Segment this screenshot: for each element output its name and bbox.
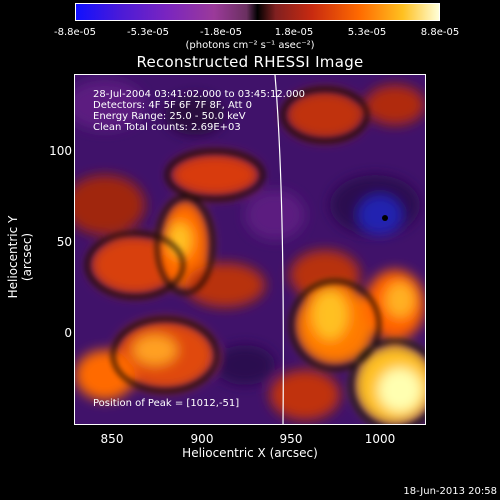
y-tick-label: 0 — [64, 326, 72, 340]
colorbar-tick: -5.3e-05 — [127, 27, 169, 38]
colorbar-tick: -8.8e-05 — [54, 27, 96, 38]
x-tick-label: 950 — [279, 432, 303, 446]
y-tick-label: 100 — [49, 144, 72, 158]
y-tick-label: 50 — [56, 235, 72, 249]
clean-counts-label: Clean Total counts: 2.69E+03 — [93, 122, 241, 133]
time-range-label: 28-Jul-2004 03:41:02.000 to 03:45:12.000 — [93, 89, 305, 100]
image-heatmap — [75, 75, 425, 424]
colorbar-tick: -1.8e-05 — [200, 27, 242, 38]
rhessi-image: 28-Jul-2004 03:41:02.000 to 03:45:12.000… — [74, 74, 426, 425]
timestamp-footer: 18-Jun-2013 20:58 — [403, 486, 497, 497]
image-title: Reconstructed RHESSI Image — [136, 53, 364, 71]
x-tick-label: 900 — [190, 432, 214, 446]
y-axis-label: Heliocentric Y (arcsec) — [6, 215, 34, 299]
colorbar-units: (photons cm⁻² s⁻¹ asec⁻²) — [185, 40, 315, 51]
colorbar-tick: 5.3e-05 — [347, 27, 387, 38]
x-axis-label: Heliocentric X (arcsec) — [182, 446, 318, 460]
peak-position-label: Position of Peak = [1012,-51] — [93, 398, 240, 409]
x-tick-label: 850 — [100, 432, 124, 446]
colorbar — [75, 3, 440, 21]
energy-range-label: Energy Range: 25.0 - 50.0 keV — [93, 111, 246, 122]
colorbar-tick: 8.8e-05 — [420, 27, 460, 38]
detectors-label: Detectors: 4F 5F 6F 7F 8F, Att 0 — [93, 100, 253, 111]
x-tick-label: 1000 — [364, 432, 396, 446]
colorbar-tick: 1.8e-05 — [274, 27, 314, 38]
